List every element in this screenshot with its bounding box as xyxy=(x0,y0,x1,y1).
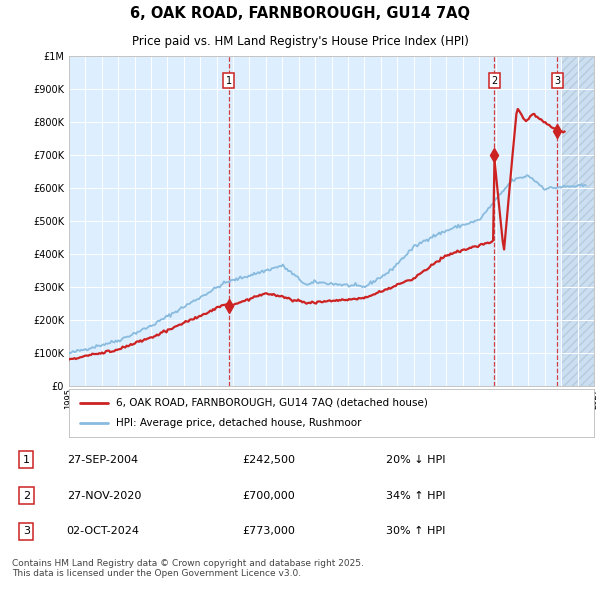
Bar xyxy=(561,56,594,386)
Text: 2: 2 xyxy=(23,491,30,500)
Text: £773,000: £773,000 xyxy=(242,526,295,536)
Text: 3: 3 xyxy=(554,76,560,86)
Text: 27-NOV-2020: 27-NOV-2020 xyxy=(67,491,141,500)
Text: £242,500: £242,500 xyxy=(242,455,295,465)
Text: 20% ↓ HPI: 20% ↓ HPI xyxy=(386,455,446,465)
Text: 6, OAK ROAD, FARNBOROUGH, GU14 7AQ (detached house): 6, OAK ROAD, FARNBOROUGH, GU14 7AQ (deta… xyxy=(116,398,428,408)
Text: 02-OCT-2024: 02-OCT-2024 xyxy=(67,526,140,536)
Text: 2: 2 xyxy=(491,76,497,86)
Text: Contains HM Land Registry data © Crown copyright and database right 2025.
This d: Contains HM Land Registry data © Crown c… xyxy=(12,559,364,578)
Text: 1: 1 xyxy=(23,455,30,465)
Text: Price paid vs. HM Land Registry's House Price Index (HPI): Price paid vs. HM Land Registry's House … xyxy=(131,35,469,48)
Text: 3: 3 xyxy=(23,526,30,536)
Text: HPI: Average price, detached house, Rushmoor: HPI: Average price, detached house, Rush… xyxy=(116,418,362,428)
Text: 27-SEP-2004: 27-SEP-2004 xyxy=(67,455,138,465)
Text: £700,000: £700,000 xyxy=(242,491,295,500)
Text: 1: 1 xyxy=(226,76,232,86)
Text: 6, OAK ROAD, FARNBOROUGH, GU14 7AQ: 6, OAK ROAD, FARNBOROUGH, GU14 7AQ xyxy=(130,6,470,21)
Bar xyxy=(561,56,594,386)
Text: 34% ↑ HPI: 34% ↑ HPI xyxy=(386,491,446,500)
Text: 30% ↑ HPI: 30% ↑ HPI xyxy=(386,526,446,536)
